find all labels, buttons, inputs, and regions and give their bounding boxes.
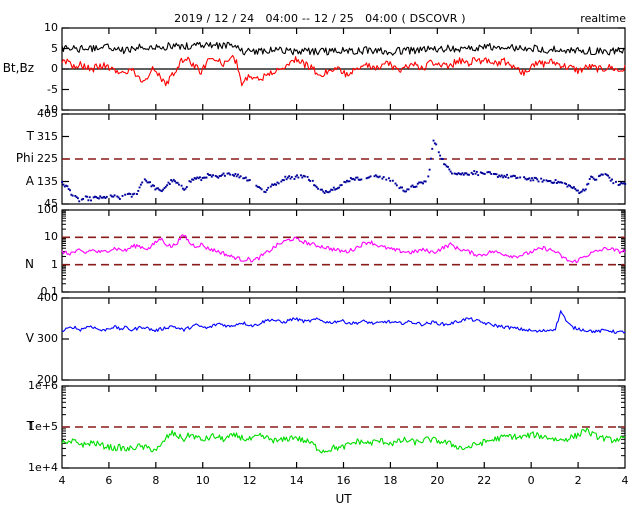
bt-bz-axis-label: Bt,Bz [2, 61, 34, 75]
phi-ytick-4: 45 [44, 197, 58, 210]
density-axis-label: N [25, 256, 34, 271]
xtick-9: 22 [477, 474, 492, 487]
xtick-6: 16 [336, 474, 351, 487]
density-ytick-3: 0.1 [40, 285, 59, 298]
xtick-5: 14 [289, 474, 304, 487]
xtick-0: 4 [58, 474, 66, 487]
phi-panel-label-a: A [25, 173, 34, 188]
temperature-axis-label: T [26, 419, 34, 433]
bt_bz-series-Bt [61, 41, 626, 56]
xtick-1: 6 [105, 474, 113, 487]
phi-ytick-1: 315 [37, 129, 58, 143]
density-ytick-0: 100 [37, 203, 58, 216]
temperature-ytick-0: 1e+6 [28, 379, 58, 392]
phi-panel-label-phi: Phi [15, 151, 34, 165]
bt_bz-ytick-4: -10 [40, 103, 58, 116]
xtick-12: 4 [621, 474, 629, 487]
temperature-ytick-1: 1e+5 [28, 420, 58, 433]
x-axis-title: UT [335, 492, 352, 506]
phi-ytick-2: 225 [37, 152, 58, 165]
xtick-8: 20 [430, 474, 445, 487]
bt_bz-ytick-0: 10 [44, 21, 58, 34]
xtick-3: 10 [195, 474, 210, 487]
temperature-series-T [61, 427, 626, 454]
bt_bz-ytick-3: -5 [47, 82, 58, 96]
velocity-ytick-1: 300 [37, 332, 58, 345]
phi-ytick-3: 135 [37, 174, 58, 188]
phi-panel-label-t: T [26, 128, 34, 143]
density-ytick-1: 10 [44, 230, 58, 244]
xtick-7: 18 [383, 474, 398, 487]
temperature-ytick-2: 1e+4 [28, 461, 58, 474]
xtick-10: 0 [527, 474, 535, 487]
plot-title: 2019 / 12 / 24 04:00 -- 12 / 25 04:00 ( … [174, 12, 466, 25]
phi-series-Phi [61, 139, 627, 203]
realtime-badge: realtime [580, 12, 626, 25]
velocity-ytick-2: 200 [37, 373, 58, 386]
density-ytick-2: 1 [51, 257, 58, 271]
xtick-2: 8 [152, 474, 160, 487]
velocity-frame [61, 297, 626, 381]
xtick-4: 12 [242, 474, 257, 487]
bt_bz-series-Bz [61, 54, 626, 87]
phi-ytick-0: 405 [37, 107, 58, 120]
xtick-11: 2 [574, 474, 582, 487]
density-series-N [61, 234, 626, 264]
velocity-series-V [61, 310, 626, 334]
velocity-axis-label: V [25, 331, 34, 345]
bt_bz-ytick-2: 0 [51, 62, 58, 75]
bt_bz-ytick-1: 5 [51, 41, 58, 55]
velocity-ytick-0: 400 [37, 291, 58, 304]
